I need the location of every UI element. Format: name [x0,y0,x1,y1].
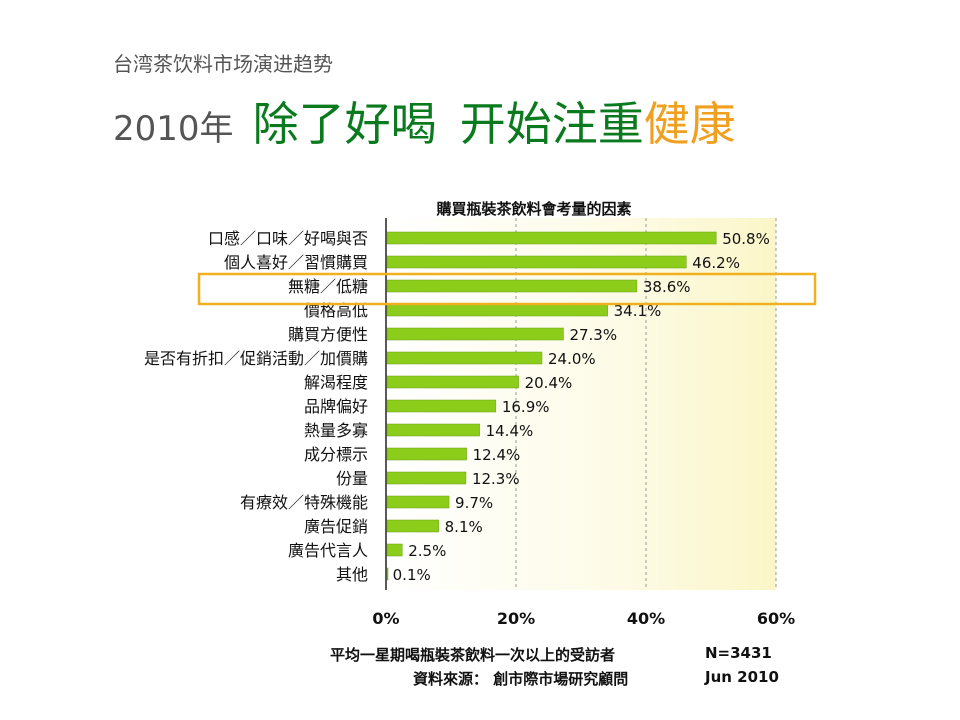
value-label: 46.2% [692,254,740,272]
x-tick-label: 40% [627,609,665,628]
x-tick-label: 0% [372,609,399,628]
bar [386,303,608,317]
bar [386,231,717,245]
category-label: 其他 [336,565,368,584]
category-label: 份量 [336,469,368,488]
x-tick-label: 20% [497,609,535,628]
x-tick-label: 60% [757,609,795,628]
headline-part1: 除了好喝 [252,97,437,151]
bar [386,543,403,557]
value-label: 16.9% [502,398,550,416]
category-label: 熱量多寡 [304,421,368,440]
headline-part2: 开始注重 [459,97,644,151]
category-label: 是否有折扣／促銷活動／加價購 [144,349,368,368]
category-label: 口感／口味／好喝與否 [208,229,368,248]
value-label: 8.1% [445,518,483,536]
footnote-source-date: Jun 2010 [705,668,779,686]
headline-year: 2010年 [113,109,234,149]
footnote-source: 資料來源： 創市際市場研究顧問 [413,670,629,688]
bar [386,519,439,533]
value-label: 14.4% [486,422,534,440]
highlight-box [197,272,817,306]
bar [386,399,497,413]
category-label: 價格高低 [304,301,368,320]
category-label: 有療效／特殊機能 [240,493,368,512]
category-label: 廣告促銷 [304,517,368,536]
bar [386,327,564,341]
bar [386,495,450,509]
bar [386,351,543,365]
bar [386,567,389,581]
value-label: 38.6% [643,278,691,296]
footnote-sample-size: N=3431 [705,644,772,662]
footnote-respondents: 平均一星期喝瓶裝茶飲料一次以上的受訪者 [330,646,616,664]
slide-headline: 2010年 除了好喝 开始注重健康 [113,88,736,158]
chart-title: 購買瓶裝茶飲料會考量的因素 [435,200,631,218]
category-label: 個人喜好／習慣購買 [224,253,368,272]
value-label: 2.5% [408,542,446,560]
bars [386,231,717,581]
bar [386,375,519,389]
category-label: 成分標示 [304,445,368,464]
bar [386,255,687,269]
value-labels: 50.8% 46.2%38.6% 34.1% 27.3% 24.0% 20.4% 16.9%… [393,230,770,584]
bar [386,423,480,437]
headline-highlight: 健康 [643,97,736,151]
value-label: 27.3% [569,326,617,344]
x-axis-ticks: 0% 20% 40% 60% [372,609,795,628]
bar [386,279,638,293]
value-label: 50.8% [722,230,770,248]
category-label: 無糖／低糖 [288,277,368,296]
category-label: 解渴程度 [304,373,368,392]
value-label: 9.7% [455,494,493,512]
category-label: 品牌偏好 [304,397,368,416]
slide-subtitle: 台湾茶饮料市场演进趋势 [113,52,333,76]
value-label: 12.3% [472,470,520,488]
value-label: 20.4% [525,374,573,392]
value-label: 24.0% [548,350,596,368]
value-label: 34.1% [614,302,662,320]
category-label: 廣告代言人 [288,541,368,560]
value-label: 12.4% [473,446,521,464]
bar [386,447,467,461]
value-label: 0.1% [393,566,431,584]
category-label: 購買方便性 [288,325,368,344]
bar [386,471,467,485]
category-labels: 口感／口味／好喝與否個人喜好／習慣購買無糖／低糖價格高低購買方便性是否有折扣／促… [144,229,368,584]
